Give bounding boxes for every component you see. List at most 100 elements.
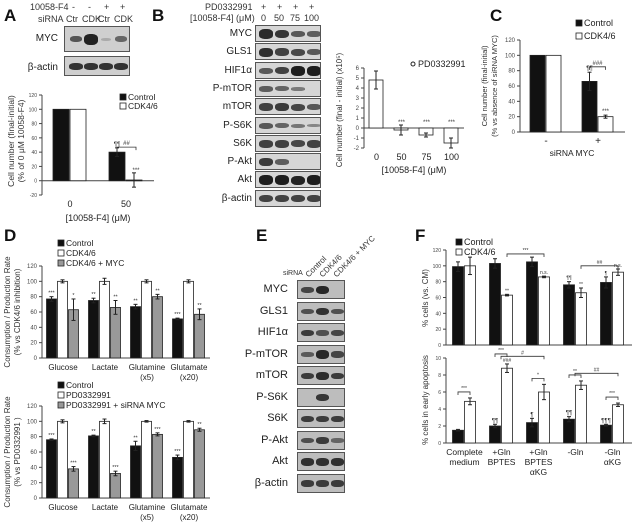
svg-text:40: 40 bbox=[31, 150, 37, 156]
svg-text:n.s.: n.s. bbox=[540, 270, 548, 276]
blot-strip bbox=[255, 79, 321, 97]
bar bbox=[88, 300, 99, 359]
bar bbox=[600, 424, 612, 444]
band-label: HIF1α bbox=[224, 64, 252, 76]
svg-text:***: *** bbox=[154, 427, 161, 433]
svg-text:20: 20 bbox=[508, 115, 515, 121]
svg-text:80: 80 bbox=[30, 435, 37, 441]
svg-text:-Gln: -Gln bbox=[604, 447, 620, 457]
bar bbox=[563, 418, 575, 444]
svg-text:20: 20 bbox=[435, 327, 441, 333]
panel-c-letter: C bbox=[490, 6, 503, 25]
svg-text:4: 4 bbox=[356, 86, 360, 92]
blot-strip bbox=[255, 134, 321, 152]
bar bbox=[130, 306, 141, 359]
bar bbox=[612, 404, 624, 444]
blot-strip bbox=[255, 43, 321, 61]
legend-item: Control bbox=[66, 238, 94, 248]
svg-text:(% vs CDK4/6 inhibition): (% vs CDK4/6 inhibition) bbox=[13, 268, 22, 355]
svg-text:100: 100 bbox=[27, 419, 38, 425]
bar bbox=[452, 429, 464, 444]
svg-text:BPTES: BPTES bbox=[525, 457, 553, 467]
svg-text:**: ** bbox=[133, 298, 138, 304]
bar bbox=[68, 468, 79, 499]
svg-text:Consumption / Production Rate: Consumption / Production Rate bbox=[3, 256, 12, 368]
bar bbox=[183, 420, 194, 499]
svg-text:60: 60 bbox=[435, 296, 441, 302]
bar bbox=[464, 400, 476, 444]
svg-text:###: ### bbox=[592, 61, 603, 67]
band-label: S6K bbox=[267, 412, 288, 424]
blot-strip bbox=[297, 452, 345, 471]
bar bbox=[501, 294, 513, 346]
svg-text:***: *** bbox=[523, 248, 529, 254]
svg-text:PD0332991: PD0332991 bbox=[418, 59, 466, 69]
svg-text:0: 0 bbox=[67, 199, 72, 209]
svg-text:+: + bbox=[595, 136, 601, 147]
svg-text:60: 60 bbox=[508, 84, 515, 90]
panel-b-dose-lanes: 0 50 75 100 bbox=[258, 13, 319, 25]
svg-text:##: ## bbox=[597, 260, 603, 266]
bar bbox=[489, 425, 501, 444]
band-label: β-actin bbox=[221, 192, 252, 204]
legend-item: Control bbox=[584, 18, 613, 28]
svg-text:120: 120 bbox=[27, 404, 38, 410]
svg-text:2: 2 bbox=[438, 424, 441, 430]
svg-text:***: *** bbox=[398, 120, 406, 126]
panel-f-letter: F bbox=[415, 226, 426, 245]
lane-dose: 50 bbox=[274, 13, 285, 23]
bar bbox=[110, 473, 121, 499]
legend-item: CDK4/6 bbox=[128, 101, 158, 111]
lane-sirna: CDK bbox=[82, 14, 102, 24]
svg-text:**: ** bbox=[505, 288, 509, 294]
svg-text:¶¶: ¶¶ bbox=[114, 142, 120, 148]
svg-text:***: *** bbox=[70, 461, 77, 467]
bar bbox=[545, 54, 562, 133]
svg-text:[10058-F4] (μM): [10058-F4] (μM) bbox=[66, 213, 131, 223]
panel-b-western-blot: MYC GLS1 HIF1α P-mTOR mTOR P-S6K S6K P-Akt Akt β-… bbox=[190, 25, 321, 235]
panel-b-chart: -2 -1 0 1 2 3 4 5 6 0 50 75 100 [10058-F4] (μM) Cell n… bbox=[335, 52, 466, 175]
bar bbox=[130, 445, 141, 499]
svg-text:100: 100 bbox=[27, 279, 38, 285]
bar bbox=[172, 318, 183, 359]
lane-dose: 0 bbox=[261, 13, 267, 23]
legend-item: Control bbox=[128, 92, 156, 102]
svg-text:Consumption / Production Rate: Consumption / Production Rate bbox=[3, 396, 12, 508]
lane-dose: 75 bbox=[290, 13, 301, 23]
svg-text:0: 0 bbox=[34, 496, 38, 502]
svg-text:##: ## bbox=[594, 367, 600, 373]
bar bbox=[501, 367, 513, 444]
svg-text:***: *** bbox=[48, 291, 55, 297]
svg-text:(x20): (x20) bbox=[180, 373, 199, 382]
svg-text:100: 100 bbox=[505, 53, 516, 59]
svg-text:(x5): (x5) bbox=[140, 373, 154, 382]
bar bbox=[194, 313, 205, 359]
blot-strip bbox=[297, 301, 345, 321]
panel-a-10058-label: 10058-F4 bbox=[30, 2, 69, 12]
panel-b-pd-lanes: + + + + bbox=[258, 2, 318, 14]
blot-strip bbox=[297, 473, 345, 493]
bar bbox=[172, 456, 183, 499]
svg-text:10: 10 bbox=[435, 356, 441, 362]
svg-text:Glutamate: Glutamate bbox=[171, 503, 208, 512]
svg-text:120: 120 bbox=[505, 38, 516, 44]
svg-text:60: 60 bbox=[31, 136, 37, 142]
svg-text:(% vs PD0332991 ): (% vs PD0332991 ) bbox=[13, 417, 22, 487]
svg-text:**: ** bbox=[573, 369, 577, 375]
band-label: GLS1 bbox=[259, 304, 288, 317]
lane-sirna: Ctr bbox=[66, 14, 78, 24]
svg-text:-20: -20 bbox=[30, 193, 37, 199]
bar bbox=[529, 54, 546, 133]
band-label: GLS1 bbox=[226, 46, 252, 58]
panel-a-band-label-actin: β-actin bbox=[27, 62, 58, 73]
svg-text:**: ** bbox=[155, 288, 160, 294]
svg-text:Lactate: Lactate bbox=[92, 363, 119, 372]
svg-text:+Gln: +Gln bbox=[492, 447, 510, 457]
svg-text:¶: ¶ bbox=[605, 271, 608, 277]
band-label: HIF1α bbox=[257, 326, 288, 338]
bar bbox=[563, 284, 575, 346]
legend-item: CDK4/6 bbox=[464, 247, 496, 257]
svg-text:#: # bbox=[521, 350, 524, 356]
bar bbox=[152, 296, 163, 359]
